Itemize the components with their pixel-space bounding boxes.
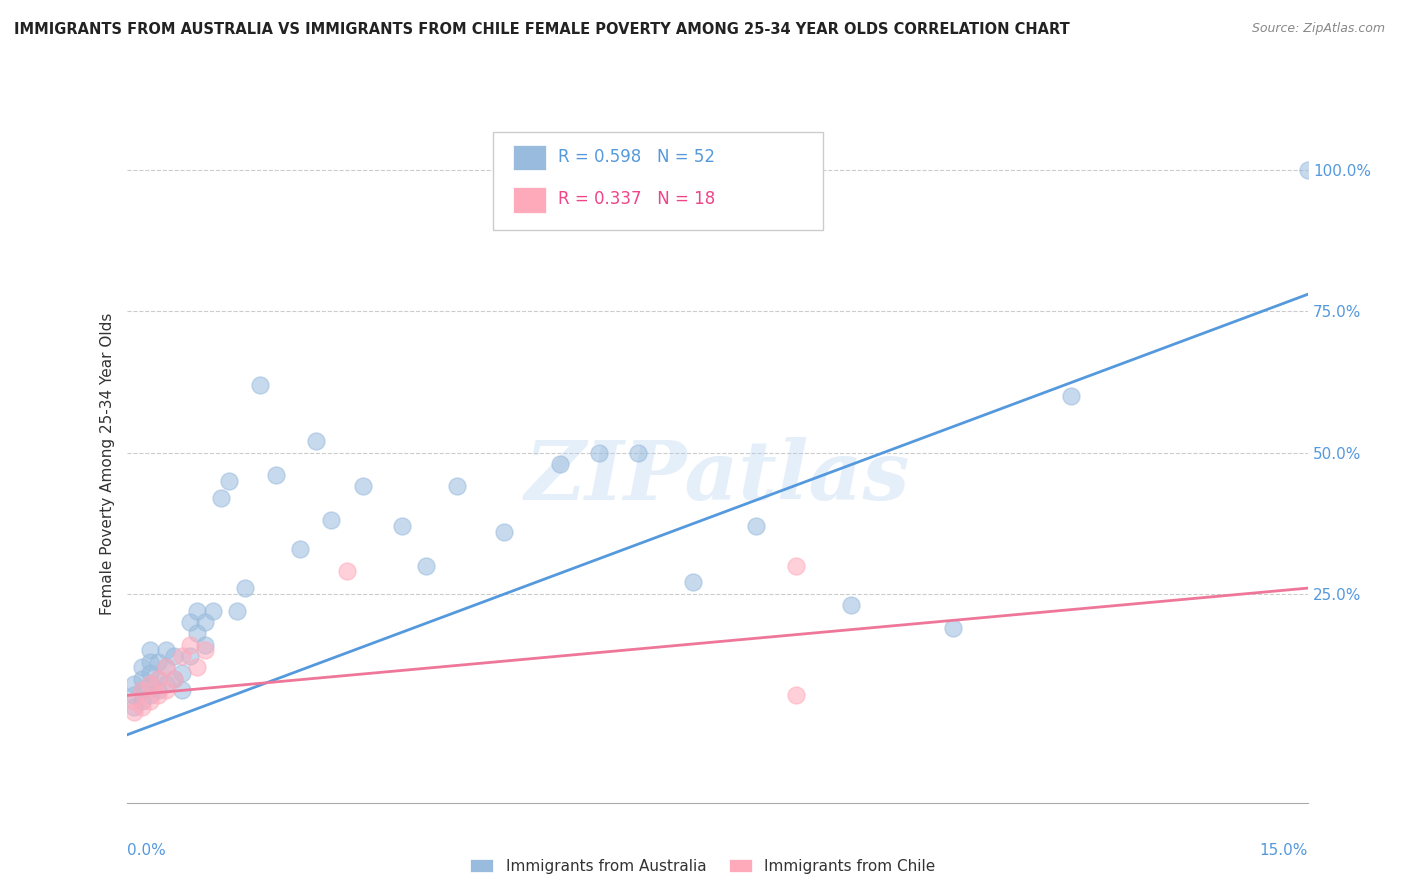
Point [336,564,359,578]
Point [146,655,169,669]
Legend: Immigrants from Australia, Immigrants from Chile: Immigrants from Australia, Immigrants fr… [464,853,942,880]
Point [131,660,153,674]
Point [321,513,343,527]
Point [179,638,201,652]
Point [139,665,162,680]
Point [131,672,153,686]
Point [146,672,169,686]
Point [494,524,516,539]
Point [139,643,162,657]
Point [155,660,177,674]
Point [146,672,169,686]
Point [942,621,965,635]
Point [155,643,177,657]
FancyBboxPatch shape [492,132,824,230]
Point [588,445,610,459]
Point [304,434,326,449]
Point [186,626,208,640]
Point [202,604,225,618]
Text: R = 0.598   N = 52: R = 0.598 N = 52 [558,148,714,166]
Point [1296,163,1319,178]
Point [155,682,177,697]
Point [288,541,311,556]
Point [194,615,217,629]
Point [139,655,162,669]
Point [139,677,162,691]
Point [391,519,413,533]
Point [163,648,186,663]
Point [446,479,468,493]
Y-axis label: Female Poverty Among 25-34 Year Olds: Female Poverty Among 25-34 Year Olds [100,313,115,615]
Point [155,660,177,674]
Point [627,445,650,459]
Point [163,672,186,686]
Point [179,615,201,629]
Point [264,468,287,483]
Point [785,689,807,703]
Point [225,604,247,618]
Text: Source: ZipAtlas.com: Source: ZipAtlas.com [1251,22,1385,36]
Point [209,491,232,505]
Point [1060,389,1083,403]
Point [131,694,153,708]
Point [548,457,571,471]
Point [139,694,162,708]
Point [218,474,240,488]
FancyBboxPatch shape [513,187,546,213]
Point [139,689,162,703]
Text: 15.0%: 15.0% [1260,844,1308,858]
Point [249,377,271,392]
Point [139,677,162,691]
Point [170,648,193,663]
Point [131,699,153,714]
Text: R = 0.337   N = 18: R = 0.337 N = 18 [558,191,714,209]
Point [146,689,169,703]
Point [146,682,169,697]
Point [415,558,437,573]
Text: 0.0%: 0.0% [127,844,166,858]
Point [194,638,217,652]
FancyBboxPatch shape [513,145,546,170]
Point [186,660,208,674]
Point [233,581,256,595]
Point [124,694,146,708]
Point [785,558,807,573]
Point [124,706,146,720]
Point [682,575,704,590]
Point [170,682,193,697]
Point [124,699,146,714]
Point [124,689,146,703]
Point [131,682,153,697]
Point [839,598,862,612]
Text: IMMIGRANTS FROM AUSTRALIA VS IMMIGRANTS FROM CHILE FEMALE POVERTY AMONG 25-34 YE: IMMIGRANTS FROM AUSTRALIA VS IMMIGRANTS … [14,22,1070,37]
Point [194,643,217,657]
Point [170,665,193,680]
Point [155,677,177,691]
Text: ZIPatlas: ZIPatlas [524,437,910,517]
Point [186,604,208,618]
Point [124,677,146,691]
Point [745,519,768,533]
Point [352,479,374,493]
Point [179,648,201,663]
Point [163,672,186,686]
Point [131,682,153,697]
